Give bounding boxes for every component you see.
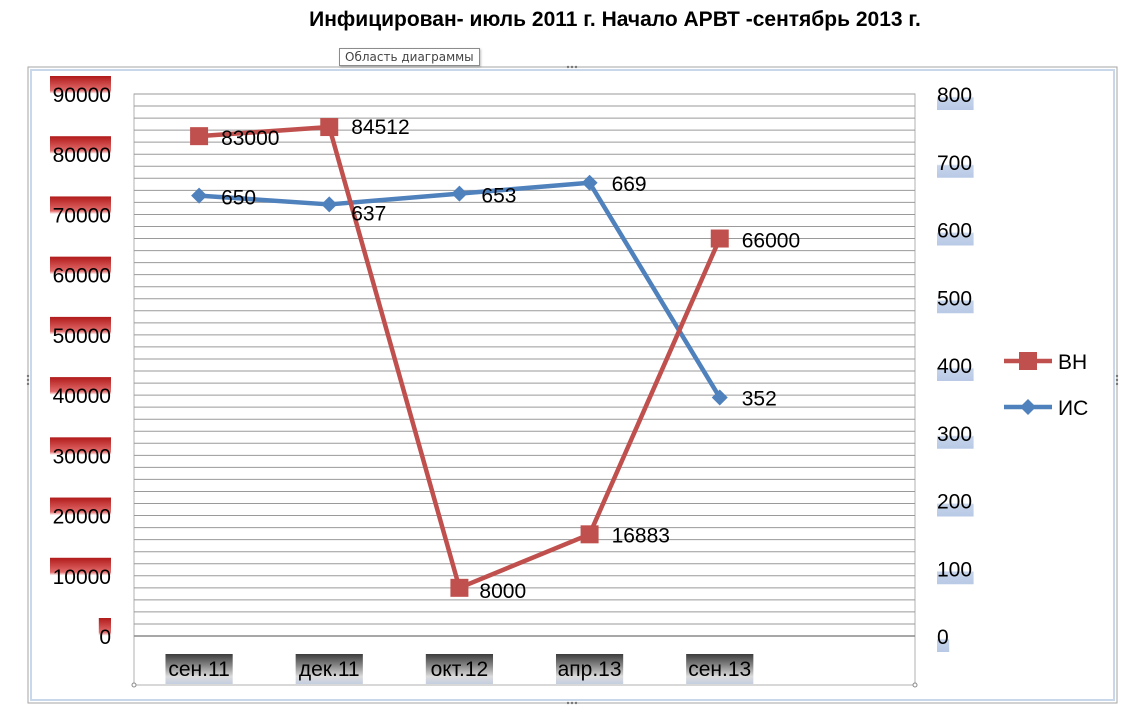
right-tick-bg — [937, 283, 974, 314]
left-tick-label: 60000 — [53, 265, 111, 288]
legend[interactable]: ВН ИС — [1004, 351, 1088, 420]
right-tick-label: 500 — [937, 287, 972, 310]
data-point-square[interactable] — [710, 229, 729, 248]
gridlines — [134, 93, 915, 637]
data-point-diamond[interactable] — [711, 389, 728, 406]
left-tick-bg — [50, 557, 111, 590]
data-point-diamond[interactable] — [321, 196, 338, 213]
series-vn[interactable] — [190, 118, 729, 597]
right-axis: 0 100 200 300 400 500 600 700 800 — [937, 80, 974, 652]
right-tick-label: 300 — [937, 423, 972, 446]
left-tick-label: 80000 — [53, 144, 111, 167]
legend-item[interactable]: ВН — [1004, 351, 1087, 374]
data-point-diamond[interactable] — [451, 185, 468, 202]
left-tick-bg — [50, 497, 111, 530]
data-label: 83000 — [221, 127, 279, 150]
series-is[interactable] — [191, 174, 728, 406]
category-axis: сен.11 дек.11 окт.12 апр.13 сен.13 — [165, 654, 754, 684]
data-point-diamond[interactable] — [581, 174, 598, 191]
left-tick-label: 10000 — [53, 566, 111, 589]
data-point-square[interactable] — [450, 578, 469, 597]
data-point-square[interactable] — [320, 118, 339, 137]
left-tick-label: 30000 — [53, 445, 111, 468]
category-label-bg — [686, 654, 754, 684]
series-layer: 83000 84512 8000 16883 66000 650 637 653 669 352 — [190, 116, 800, 603]
right-tick-bg — [937, 215, 974, 246]
right-tick-label: 800 — [937, 84, 972, 107]
left-tick-bg — [50, 316, 111, 349]
category-label-bg — [425, 654, 494, 684]
legend-label: ИС — [1058, 397, 1088, 420]
data-label: 16883 — [612, 524, 670, 547]
left-tick-bg — [50, 256, 111, 289]
data-label: 650 — [221, 187, 256, 210]
left-tick-label: 0 — [99, 626, 111, 649]
data-label: 84512 — [351, 116, 409, 139]
data-label: 352 — [742, 388, 777, 411]
category-label-bg — [295, 654, 363, 684]
legend-label: ВН — [1058, 351, 1087, 374]
category-label: сен.13 — [688, 658, 751, 681]
right-tick-label: 0 — [937, 626, 949, 649]
right-tick-bg — [937, 486, 974, 517]
left-tick-bg — [50, 76, 111, 108]
category-label: сен.11 — [168, 658, 229, 681]
left-tick-bg — [50, 437, 111, 470]
left-tick-label: 50000 — [53, 325, 111, 348]
left-tick-label: 20000 — [53, 506, 111, 529]
left-tick-bg — [50, 136, 111, 169]
tooltip: Область диаграммы — [339, 48, 480, 66]
legend-marker-diamond — [1020, 399, 1036, 415]
right-tick-label: 200 — [937, 491, 972, 514]
right-tick-bg — [937, 622, 950, 652]
category-label: окт.12 — [431, 658, 489, 681]
data-label: 653 — [481, 185, 516, 208]
data-label: 637 — [351, 202, 386, 225]
right-tick-bg — [937, 147, 974, 178]
category-label-bg — [555, 654, 624, 684]
right-tick-bg — [937, 418, 974, 449]
right-tick-label: 600 — [937, 220, 972, 243]
left-axis: 0 10000 20000 30000 40000 50000 60000 70000 8000… — [50, 76, 111, 650]
chart-frame-inner — [30, 69, 1115, 701]
left-tick-bg — [50, 196, 111, 229]
category-label: апр.13 — [558, 658, 622, 681]
category-label-bg — [165, 654, 233, 684]
right-tick-bg — [937, 80, 974, 110]
left-tick-label: 40000 — [53, 385, 111, 408]
left-tick-label: 90000 — [53, 84, 111, 107]
right-tick-bg — [937, 351, 974, 381]
right-tick-bg — [937, 554, 974, 585]
right-tick-label: 700 — [937, 152, 972, 175]
data-label: 669 — [612, 173, 647, 196]
chart-title: Инфицирован- июль 2011 г. Начало АРВТ -с… — [309, 8, 921, 31]
legend-item[interactable]: ИС — [1004, 397, 1088, 420]
left-tick-bg — [50, 377, 111, 410]
right-tick-label: 100 — [937, 558, 972, 581]
data-point-square[interactable] — [580, 525, 599, 544]
data-label: 66000 — [742, 230, 800, 253]
legend-marker-square — [1019, 352, 1037, 370]
category-label: дек.11 — [299, 658, 360, 681]
right-tick-label: 400 — [937, 355, 972, 378]
data-label: 8000 — [479, 580, 526, 603]
left-tick-bg — [98, 618, 111, 650]
resize-handles[interactable] — [26, 65, 1119, 705]
series-line[interactable] — [198, 180, 722, 399]
data-point-diamond[interactable] — [191, 187, 208, 204]
plot-area-handles[interactable] — [131, 682, 918, 688]
left-tick-label: 70000 — [53, 204, 111, 227]
data-point-square[interactable] — [190, 127, 209, 146]
